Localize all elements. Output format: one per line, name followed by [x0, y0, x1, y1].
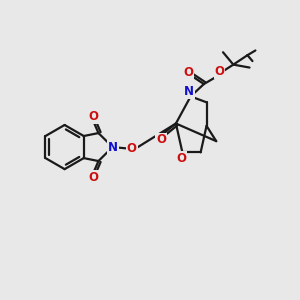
Text: O: O	[176, 152, 186, 165]
Text: O: O	[183, 66, 193, 80]
Text: O: O	[88, 110, 98, 123]
Text: N: N	[184, 85, 194, 98]
Text: O: O	[127, 142, 137, 155]
Text: O: O	[214, 65, 224, 79]
Text: N: N	[108, 141, 118, 154]
Text: O: O	[88, 171, 98, 184]
Text: O: O	[156, 134, 166, 146]
